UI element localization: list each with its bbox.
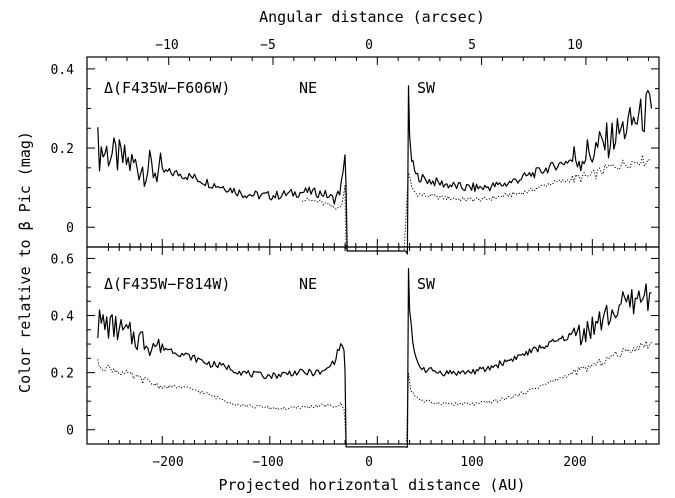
y-tick-label: 0.6	[51, 252, 74, 267]
panel-top-annotation: Δ(F435W−F606W)	[104, 79, 230, 97]
panel-top-y-tick-labels: 0 0.2 0.4	[51, 63, 75, 236]
series-line-dotted	[301, 185, 347, 252]
panel-bottom-annotation: Δ(F435W−F814W)	[104, 275, 230, 293]
y-axis-label: Color relative to β Pic (mag)	[16, 131, 34, 393]
panel-top: 0 0.2 0.4 Δ(F435W−F606W) NE SW	[51, 56, 660, 255]
panel-top-series	[97, 85, 653, 255]
y-tick-label: 0	[66, 424, 74, 439]
bottom-x-tick-labels: −200 −100 0 100 200	[152, 455, 586, 470]
top-tick-label: −10	[155, 38, 178, 53]
x-tick-label: −100	[252, 455, 283, 470]
y-tick-label: 0.4	[51, 63, 75, 78]
series-line-dotted	[403, 154, 652, 250]
top-tick-label: −5	[260, 38, 276, 53]
top-tick-label: 5	[468, 38, 476, 53]
x-tick-label: 0	[365, 455, 373, 470]
panel-bottom-frame	[86, 246, 660, 445]
panel-bottom-ticks	[87, 247, 659, 444]
series-line-solid	[97, 85, 653, 255]
top-arcsec-tick-labels: −10 −5 0 5 10	[155, 38, 583, 53]
panel-bottom-series	[97, 268, 653, 448]
x-tick-label: −200	[152, 455, 183, 470]
series-line-dotted	[97, 359, 347, 447]
panel-bottom-y-tick-labels: 0 0.2 0.4 0.6	[51, 252, 75, 438]
top-tick-label: 0	[365, 38, 373, 53]
top-axis-label-group: Angular distance (arcsec)	[259, 8, 485, 26]
series-line-dotted	[405, 340, 653, 448]
y-tick-label: 0.2	[51, 142, 74, 157]
x-tick-label: 200	[563, 455, 586, 470]
y-tick-label: 0.2	[51, 367, 74, 382]
panel-bottom-sw-label: SW	[417, 275, 436, 293]
panel-bottom-ne-label: NE	[299, 275, 317, 293]
series-line-solid	[97, 268, 652, 448]
x-tick-label: 100	[460, 455, 483, 470]
panel-top-ticks	[87, 57, 659, 247]
y-tick-label: 0	[66, 221, 74, 236]
panel-top-sw-label: SW	[417, 79, 436, 97]
top-axis-label: Angular distance (arcsec)	[259, 8, 485, 26]
panel-top-ne-label: NE	[299, 79, 317, 97]
x-axis-label: Projected horizontal distance (AU)	[218, 476, 525, 494]
y-tick-label: 0.4	[51, 310, 75, 325]
top-tick-label: 10	[567, 38, 583, 53]
panel-bottom: 0 0.2 0.4 0.6 Δ(F435W−F814W) NE SW	[51, 246, 660, 448]
